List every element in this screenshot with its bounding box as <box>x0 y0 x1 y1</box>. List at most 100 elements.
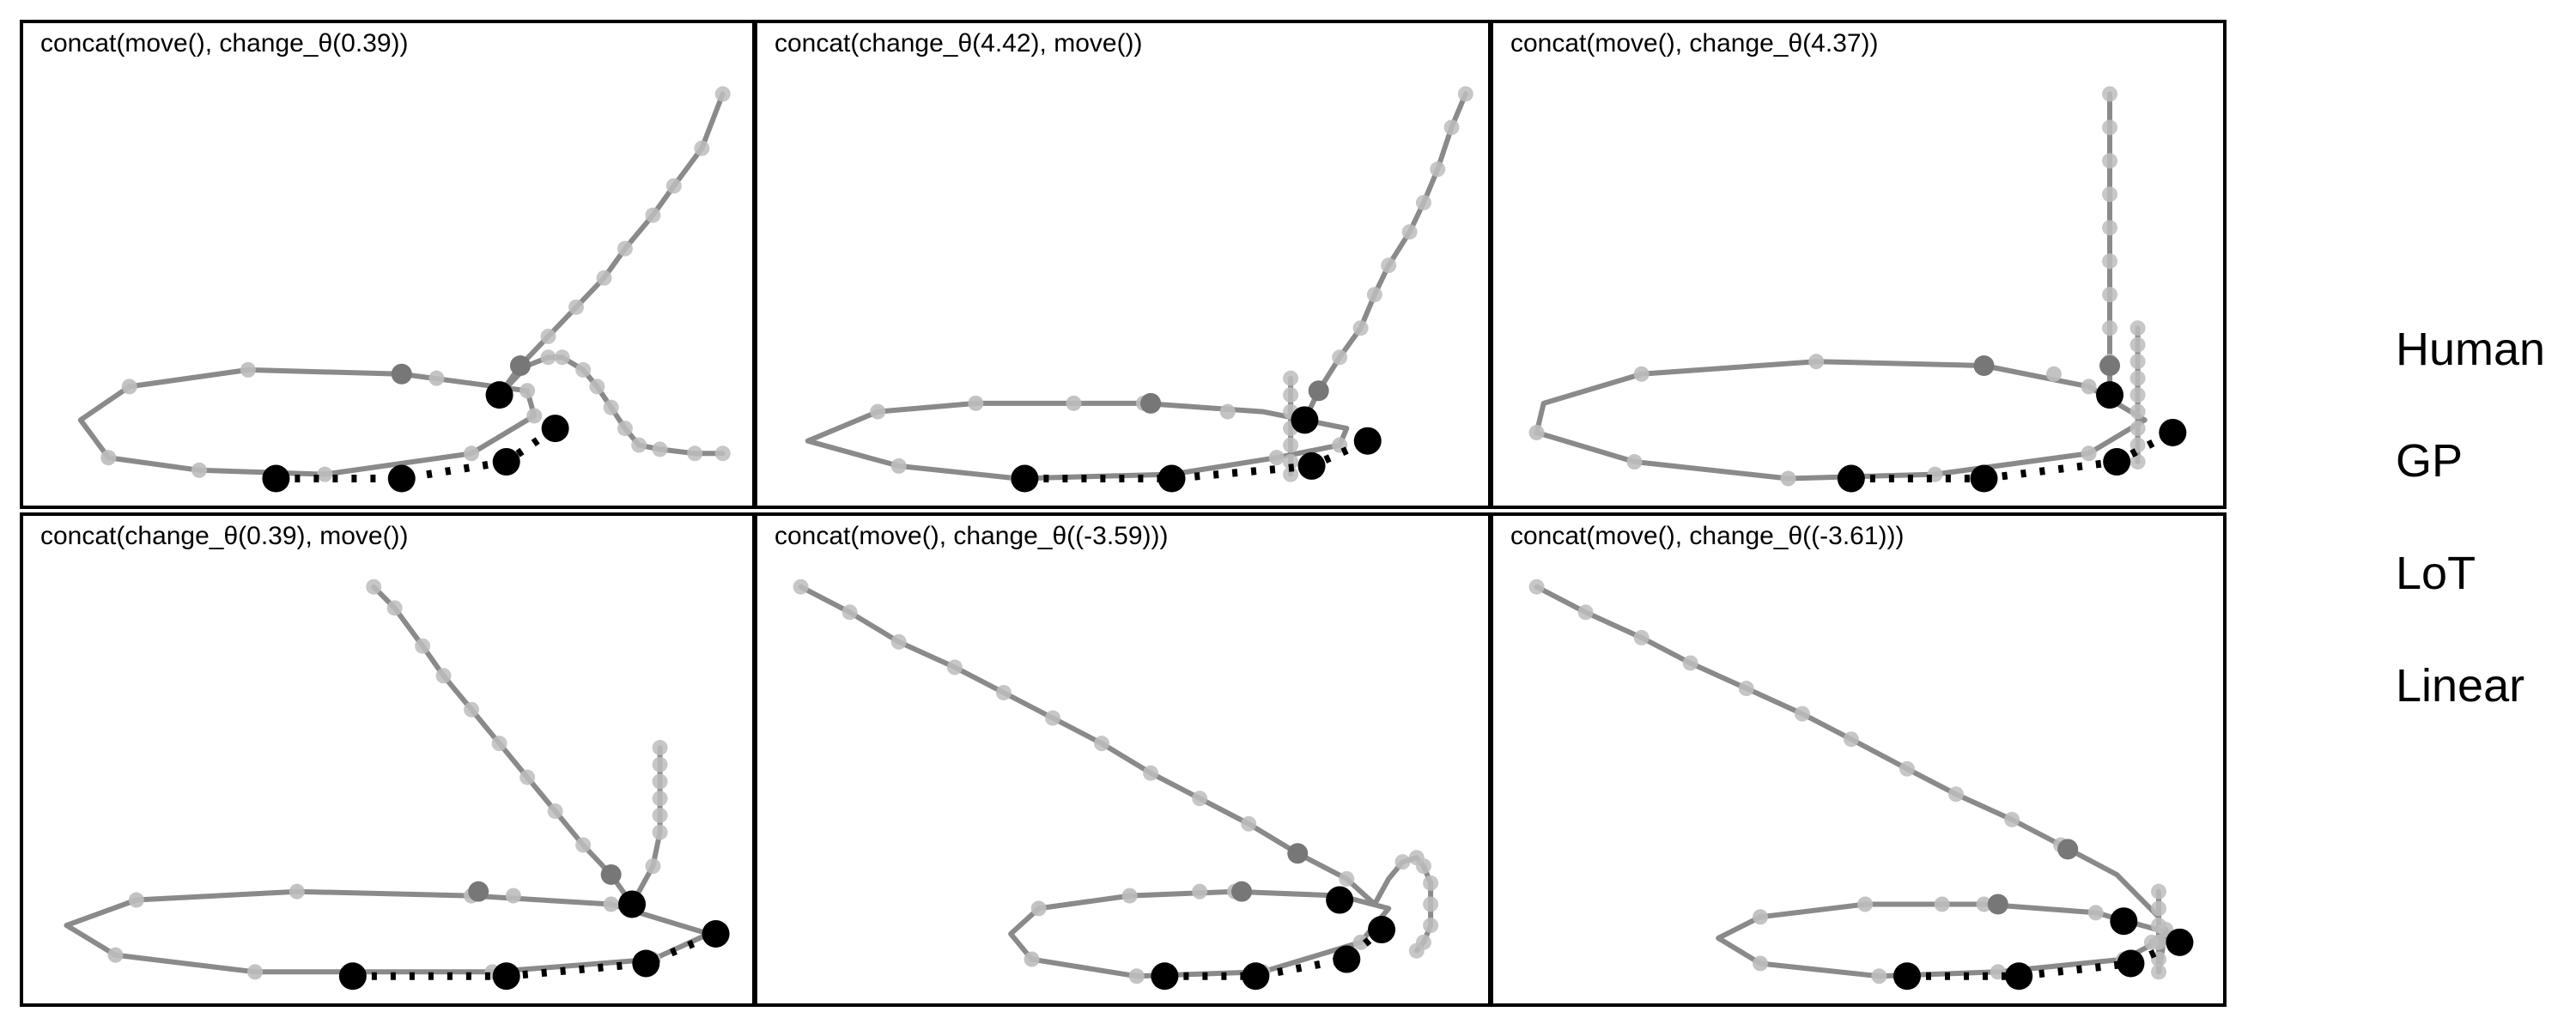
ellipse-point <box>1030 900 1047 917</box>
ellipse-point <box>1121 888 1138 904</box>
panel-frame <box>754 512 1492 1007</box>
ellipse-point <box>247 964 264 980</box>
prediction-point <box>1899 760 1915 777</box>
prediction-point <box>1143 765 1159 781</box>
prediction-point <box>652 740 668 756</box>
ellipse-point <box>870 403 886 420</box>
prediction-point <box>415 638 431 654</box>
prediction-point <box>2129 354 2146 370</box>
observed-point <box>1326 886 1354 914</box>
observed-point <box>1837 464 1865 493</box>
observed-point <box>1242 962 1270 991</box>
ellipse-point <box>1934 896 1950 912</box>
observed-point <box>618 890 647 918</box>
observed-point <box>2110 907 2138 936</box>
observed-point <box>632 949 660 978</box>
ellipse-point <box>1976 896 1992 912</box>
prediction-point <box>946 659 963 676</box>
prediction-point <box>1332 349 1348 366</box>
observed-point <box>1970 464 1998 493</box>
prediction-point <box>1339 870 1355 887</box>
ellipse-point <box>505 888 521 904</box>
highlight-point <box>2057 839 2079 860</box>
ellipse-point <box>968 395 984 411</box>
prediction-point <box>596 270 612 286</box>
prediction-point <box>1283 437 1299 453</box>
prediction-point <box>435 668 452 684</box>
ellipse-point <box>464 445 480 462</box>
prediction-point <box>714 445 731 462</box>
prediction-point <box>2102 253 2118 270</box>
ellipse-point <box>1066 395 1082 411</box>
legend-label-linear: Linear <box>2396 660 2524 712</box>
prediction-point <box>1401 224 1418 240</box>
ellipse-point <box>107 947 124 963</box>
prediction-point <box>2102 186 2118 203</box>
prediction-point <box>1423 918 1439 934</box>
prediction-point <box>1794 706 1810 722</box>
observed-point <box>2005 962 2033 991</box>
panel-2: concat(change_θ(4.42), move()) <box>754 20 1492 509</box>
prediction-point <box>617 240 633 257</box>
panel-1: concat(move(), change_θ(0.39)) <box>20 20 756 509</box>
prediction-point <box>2151 883 2167 900</box>
prediction-point <box>2129 421 2146 437</box>
panel-frame <box>1490 20 2227 509</box>
prediction-point <box>652 791 668 807</box>
ellipse-trajectory <box>1534 359 2148 482</box>
prediction-point <box>1633 629 1649 645</box>
prediction-point <box>386 600 403 616</box>
prediction-point <box>2151 900 2167 917</box>
ellipse-point <box>2087 905 2104 921</box>
ellipse-point <box>1024 951 1040 967</box>
prediction-point <box>589 379 605 395</box>
observed-point <box>262 464 290 493</box>
observed-point <box>1893 962 1921 991</box>
prediction-point <box>575 361 592 378</box>
observed-point <box>541 415 569 443</box>
panel-frame <box>754 20 1492 509</box>
prediction-point <box>1577 604 1594 621</box>
observed-point <box>2096 381 2124 409</box>
highlight-point <box>1231 881 1253 902</box>
ellipse-point <box>2081 379 2097 395</box>
ellipse-point <box>1626 454 1643 470</box>
prediction-point <box>1366 287 1382 303</box>
prediction-point <box>2102 153 2118 169</box>
prediction-point <box>652 756 668 772</box>
observed-point <box>1368 916 1396 944</box>
panel-frame <box>1490 512 2227 1007</box>
prediction-point <box>1283 466 1299 482</box>
observed-point <box>2103 448 2131 476</box>
ellipse-point <box>2045 366 2062 382</box>
observed-point <box>2166 928 2194 956</box>
legend-label-human: Human <box>2396 324 2545 375</box>
prediction-point <box>366 579 382 595</box>
prediction-point <box>2129 370 2146 386</box>
prediction-point <box>575 837 592 853</box>
highlight-point <box>468 881 489 902</box>
ellipse-trajectory <box>805 400 1350 482</box>
prediction-point <box>793 579 809 595</box>
prediction-point <box>1283 370 1299 386</box>
panel-title: concat(move(), change_θ((-3.61))) <box>1510 522 1905 550</box>
ellipse-point <box>1753 909 1769 925</box>
legend-label-gp: GP <box>2396 435 2463 487</box>
prediction-point <box>554 349 570 366</box>
prediction-point <box>652 807 668 823</box>
observed-point <box>2159 418 2187 446</box>
ellipse-point <box>519 383 536 399</box>
ellipse-point <box>603 896 619 912</box>
observed-point <box>492 448 520 476</box>
prediction-point <box>1241 815 1257 832</box>
observed-point <box>492 962 520 991</box>
ellipse-point <box>240 361 256 378</box>
prediction-point <box>2129 454 2146 470</box>
observed-point <box>1151 962 1179 991</box>
prediction-point <box>652 824 668 840</box>
ellipse-point <box>128 892 144 908</box>
prediction-point <box>1408 942 1425 959</box>
panel-3: concat(move(), change_θ(4.37)) <box>1490 20 2227 509</box>
prediction-point <box>1423 896 1439 912</box>
